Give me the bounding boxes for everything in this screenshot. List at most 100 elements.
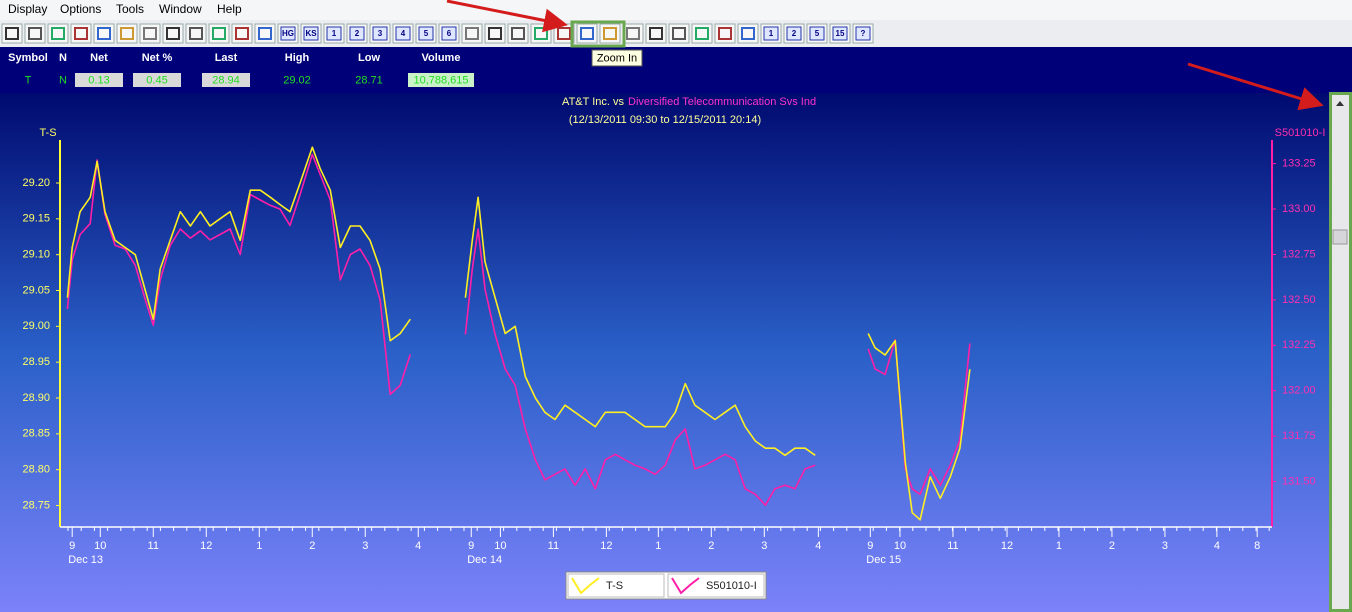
quote-header: Last bbox=[215, 52, 238, 64]
x-tick-label: 8 bbox=[1254, 540, 1260, 552]
x-tick-label: 1 bbox=[256, 540, 262, 552]
x-tick-label: 10 bbox=[94, 540, 106, 552]
menu-items: Display Options Tools Window Help bbox=[8, 2, 242, 16]
toolbar-icon bbox=[235, 27, 249, 40]
y-tick-label: 29.00 bbox=[22, 320, 50, 332]
day-label: Dec 14 bbox=[467, 554, 502, 566]
x-tick-label: 3 bbox=[761, 540, 767, 552]
quote-value-box bbox=[408, 73, 474, 87]
toolbar-label: HG bbox=[282, 29, 294, 38]
x-tick-label: 1 bbox=[1056, 540, 1062, 552]
x-tick-label: 4 bbox=[815, 540, 821, 552]
x-tick-label: 12 bbox=[200, 540, 212, 552]
toolbar-icon bbox=[534, 27, 548, 40]
y2-tick-label: 132.75 bbox=[1282, 248, 1316, 260]
y2-tick-label: 132.25 bbox=[1282, 339, 1316, 351]
toolbar-label: 5 bbox=[424, 29, 429, 38]
x-tick-label: 9 bbox=[867, 540, 873, 552]
quote-header: N bbox=[59, 52, 67, 64]
toolbar-icon bbox=[718, 27, 732, 40]
y-tick-label: 28.95 bbox=[22, 356, 50, 368]
y-tick-label: 29.15 bbox=[22, 213, 50, 225]
x-tick-label: 11 bbox=[947, 540, 958, 552]
menu-item[interactable]: Tools bbox=[116, 2, 144, 16]
y2-tick-label: 133.25 bbox=[1282, 158, 1316, 170]
toolbar-label: 15 bbox=[836, 29, 845, 38]
toolbar-icon bbox=[855, 26, 871, 41]
x-tick-label: 12 bbox=[1001, 540, 1013, 552]
y2-tick-label: 132.00 bbox=[1282, 385, 1316, 397]
toolbar-label: 5 bbox=[815, 29, 820, 38]
toolbar-icon bbox=[418, 26, 434, 41]
toolbar-icon bbox=[74, 27, 88, 40]
menu-item[interactable]: Display bbox=[8, 2, 47, 16]
chart: AT&T Inc. vs Diversified Telecommunicati… bbox=[22, 96, 1325, 566]
y-tick-label: 28.80 bbox=[22, 464, 50, 476]
toolbar-label: 6 bbox=[447, 29, 452, 38]
quote-value-box bbox=[202, 73, 250, 87]
toolbar-icon bbox=[832, 26, 848, 41]
y-tick-label: 29.10 bbox=[22, 249, 50, 261]
chart-subtitle: (12/13/2011 09:30 to 12/15/2011 20:14) bbox=[569, 114, 761, 126]
x-tick-label: 4 bbox=[415, 540, 421, 552]
annotation-arrow bbox=[1187, 62, 1324, 111]
scroll-thumb[interactable] bbox=[1332, 229, 1348, 245]
y-tick-label: 28.85 bbox=[22, 428, 50, 440]
toolbar-icon bbox=[465, 27, 479, 40]
x-tick-label: 10 bbox=[494, 540, 506, 552]
x-tick-label: 11 bbox=[548, 540, 559, 552]
legend-cell bbox=[667, 573, 765, 598]
quote-header: Net bbox=[90, 52, 108, 64]
quote-header: Low bbox=[358, 52, 380, 64]
legend-label: T-S bbox=[606, 580, 623, 592]
toolbar-label: 1 bbox=[332, 29, 337, 38]
toolbar-icon bbox=[603, 27, 617, 40]
quote-value: 0.45 bbox=[146, 74, 167, 86]
toolbar-label: ? bbox=[861, 29, 866, 38]
x-tick-label: 10 bbox=[894, 540, 906, 552]
y-tick-label: 28.75 bbox=[22, 499, 50, 511]
series-line bbox=[66, 153, 971, 506]
y2-tick-label: 131.75 bbox=[1282, 430, 1316, 442]
toolbar-icon bbox=[809, 26, 825, 41]
toolbar-icon bbox=[488, 27, 502, 40]
y2-tick-label: 133.00 bbox=[1282, 203, 1316, 215]
quote-value: 28.94 bbox=[212, 74, 240, 86]
quote-fields: Symbol T NN Net 0.13 Net % 0.45 Last 28.94 High 29… bbox=[8, 52, 474, 87]
toolbar-buttons: HG KS 1 2 3 4 5 6 1 2 5 15? bbox=[1, 23, 874, 44]
toolbar-label: 4 bbox=[401, 29, 406, 38]
quote-header: High bbox=[285, 52, 310, 64]
quote-header: Volume bbox=[422, 52, 461, 64]
menu-item[interactable]: Options bbox=[60, 2, 101, 16]
scrollbar[interactable] bbox=[1329, 92, 1352, 612]
toolbar-icon bbox=[28, 27, 42, 40]
toolbar-icon bbox=[395, 26, 411, 41]
chart-area bbox=[0, 93, 1330, 612]
day-label: Dec 13 bbox=[68, 554, 103, 566]
y-tick-label: 28.90 bbox=[22, 392, 50, 404]
menu-item[interactable]: Help bbox=[217, 2, 242, 16]
y2-tick-label: 131.50 bbox=[1282, 475, 1316, 487]
x-tick-label: 2 bbox=[309, 540, 315, 552]
x-tick-label: 3 bbox=[1162, 540, 1168, 552]
toolbar-icon bbox=[212, 27, 226, 40]
tooltip: Zoom In bbox=[597, 52, 637, 64]
y-tick-label: 29.20 bbox=[22, 177, 50, 189]
quote-value: 29.02 bbox=[283, 74, 311, 86]
toolbar-icon bbox=[372, 26, 388, 41]
toolbar-icon bbox=[626, 27, 640, 40]
toolbar-icon bbox=[441, 26, 457, 41]
toolbar-icon bbox=[326, 26, 342, 41]
legend-swatch bbox=[571, 577, 600, 595]
chart-title: AT&T Inc. vs bbox=[562, 96, 624, 108]
toolbar-icon bbox=[672, 27, 686, 40]
toolbar-icon bbox=[511, 27, 525, 40]
toolbar-label: 2 bbox=[355, 29, 360, 38]
menu-item[interactable]: Window bbox=[159, 2, 202, 16]
menu-bar bbox=[0, 0, 1352, 20]
x-tick-label: 4 bbox=[1214, 540, 1220, 552]
x-tick-label: 3 bbox=[362, 540, 368, 552]
scroll-up-arrow[interactable] bbox=[1336, 101, 1344, 106]
toolbar-icon bbox=[97, 27, 111, 40]
toolbar-label: 1 bbox=[769, 29, 774, 38]
